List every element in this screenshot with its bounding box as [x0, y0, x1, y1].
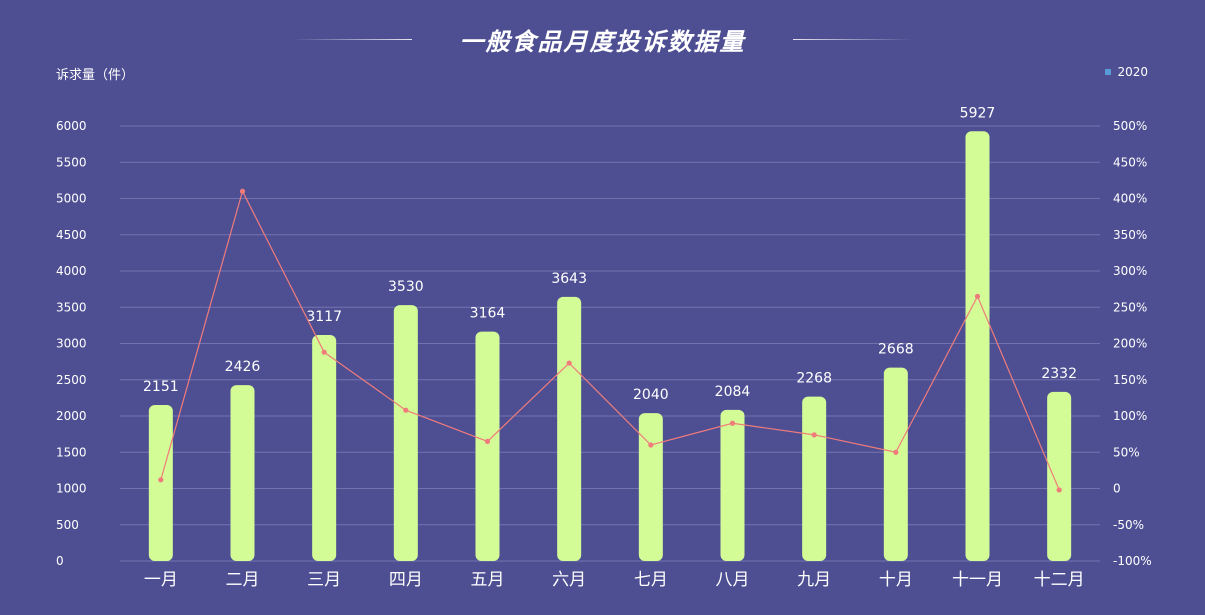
- bar: [965, 131, 990, 562]
- y-right-tick-label: -100%: [1113, 554, 1152, 568]
- y-right-tick-label: 0: [1113, 482, 1121, 496]
- growth-point: [158, 477, 164, 483]
- x-tick-label: 十月: [879, 570, 913, 590]
- growth-point: [239, 188, 246, 194]
- x-tick-label: 二月: [226, 570, 260, 590]
- growth-point: [566, 360, 572, 366]
- x-tick-label: 八月: [716, 570, 750, 590]
- bar: [557, 296, 582, 561]
- growth-point: [1056, 487, 1062, 493]
- bar-value-label: 3530: [388, 279, 424, 295]
- x-tick-label: 一月: [144, 570, 178, 590]
- y-right-tick-label: 150%: [1113, 373, 1147, 387]
- legend[interactable]: 2020: [1105, 65, 1148, 79]
- y-left-tick-label: 1000: [56, 482, 87, 496]
- bar-value-label: 2040: [633, 387, 669, 403]
- y-left-tick-label: 1500: [56, 445, 87, 459]
- y-left-tick-label: 5000: [56, 192, 87, 206]
- x-tick-label: 五月: [471, 570, 505, 590]
- bar: [1047, 391, 1072, 561]
- growth-point: [648, 442, 654, 448]
- y-right-tick-label: 100%: [1113, 409, 1147, 423]
- bar: [230, 385, 255, 561]
- growth-line: [160, 189, 1060, 491]
- y-right-tick-label: 500%: [1113, 119, 1147, 133]
- growth-point: [974, 293, 981, 299]
- x-tick-label: 十二月: [1034, 570, 1085, 590]
- y-right-tick-label: 50%: [1113, 445, 1140, 459]
- bar-value-label: 2268: [796, 371, 832, 387]
- bar: [638, 413, 663, 561]
- legend-marker: [1105, 69, 1112, 75]
- bar-value-label: 2332: [1041, 366, 1077, 382]
- y-left-tick-label: 3000: [56, 337, 87, 351]
- y-left-tick-label: 0: [56, 554, 64, 568]
- y-left-tick-label: 2000: [56, 409, 87, 423]
- legend-label: 2020: [1117, 65, 1148, 79]
- x-tick-label: 三月: [307, 570, 341, 590]
- title-decor-left: [292, 39, 412, 40]
- growth-point: [484, 438, 491, 444]
- y-right-tick-label: 400%: [1113, 192, 1147, 206]
- y-right-tick-label: 200%: [1113, 337, 1147, 351]
- x-tick-label: 十一月: [952, 570, 1003, 590]
- y-left-tick-label: 3500: [56, 300, 87, 314]
- growth-point: [403, 407, 409, 413]
- bar: [312, 335, 337, 561]
- y-left-tick-label: 4000: [56, 264, 87, 278]
- y-axis-left-label: 诉求量（件）: [56, 68, 135, 83]
- y-left-tick-label: 4500: [56, 228, 87, 242]
- bar: [802, 396, 827, 561]
- x-tick-label: 九月: [797, 570, 831, 590]
- y-right-tick-label: -50%: [1113, 518, 1144, 532]
- y-right-tick-label: 350%: [1113, 228, 1147, 242]
- bar: [393, 305, 418, 561]
- x-tick-label: 六月: [552, 570, 586, 590]
- bar: [475, 331, 500, 561]
- bar-value-label: 3164: [470, 306, 506, 322]
- bar: [720, 409, 745, 561]
- bar-value-label: 3117: [306, 309, 342, 325]
- y-right-tick-label: 300%: [1113, 264, 1147, 278]
- bar-value-label: 2668: [878, 342, 914, 358]
- growth-point: [321, 349, 327, 355]
- chart-title: 一般食品月度投诉数据量: [459, 28, 746, 56]
- x-tick-label: 四月: [389, 570, 423, 590]
- y-left-tick-label: 6000: [56, 119, 87, 133]
- bar-value-label: 5927: [960, 105, 996, 121]
- y-right-tick-label: 450%: [1113, 155, 1147, 169]
- bar-value-label: 2084: [715, 384, 751, 400]
- growth-point: [811, 432, 817, 438]
- growth-point: [729, 420, 736, 426]
- bar: [148, 405, 173, 561]
- bar-value-label: 2426: [225, 359, 261, 375]
- y-left-tick-label: 5500: [56, 155, 87, 169]
- y-left-tick-label: 2500: [56, 373, 87, 387]
- growth-point: [893, 449, 899, 455]
- y-left-tick-label: 500: [56, 518, 79, 532]
- bar: [883, 367, 908, 561]
- bar-value-label: 3643: [551, 271, 587, 287]
- title-decor-right: [793, 39, 913, 40]
- x-tick-label: 七月: [634, 570, 668, 590]
- y-right-tick-label: 250%: [1113, 300, 1147, 314]
- bar-value-label: 2151: [143, 379, 179, 395]
